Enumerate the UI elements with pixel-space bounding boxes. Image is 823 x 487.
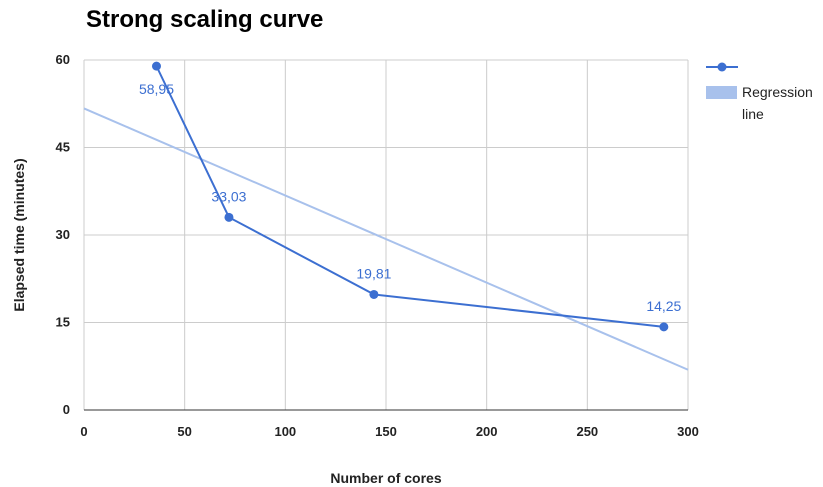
series-line	[155, 65, 664, 328]
y-tick-label-3: 45	[56, 140, 70, 155]
data-point-1	[224, 212, 234, 222]
legend: Regression line	[706, 62, 813, 122]
legend-label-regression-line2: line	[742, 106, 764, 122]
x-tick-label-5: 250	[576, 424, 598, 439]
legend-item-regression: Regression line	[706, 84, 813, 122]
x-tick-label-6: 300	[677, 424, 699, 439]
data-point-2	[369, 289, 379, 299]
y-tick-label-0: 0	[63, 402, 70, 417]
grid	[83, 59, 689, 411]
y-tick-label-4: 60	[56, 52, 70, 67]
data-label-0: 58,95	[139, 81, 174, 97]
data-point-0	[151, 61, 161, 71]
x-tick-label-1: 50	[177, 424, 191, 439]
data-label-1: 33,03	[211, 188, 246, 204]
data-point-3	[659, 322, 669, 332]
regression-line	[83, 107, 689, 371]
x-tick-label-0: 0	[80, 424, 87, 439]
data-labels: 58,95 33,03 19,81 14,25	[139, 81, 682, 314]
data-label-2: 19,81	[356, 265, 391, 281]
data-label-3: 14,25	[646, 298, 681, 314]
x-tick-label-2: 100	[274, 424, 296, 439]
legend-item-series-1	[706, 62, 738, 72]
series-layer	[83, 61, 689, 371]
x-axis-title: Number of cores	[330, 470, 441, 486]
chart-title: Strong scaling curve	[86, 6, 324, 33]
x-tick-label-4: 200	[476, 424, 498, 439]
x-tick-label-3: 150	[375, 424, 397, 439]
y-axis-title: Elapsed time (minutes)	[11, 158, 27, 311]
legend-marker-series-1	[717, 62, 727, 72]
y-tick-label-2: 30	[56, 227, 70, 242]
y-tick-label-1: 15	[56, 315, 70, 330]
axes: 0 50 100 150 200 250 300 0 15 30 45 60	[56, 52, 699, 439]
legend-swatch-regression	[706, 86, 737, 99]
legend-label-regression-line1: Regression	[742, 84, 813, 100]
